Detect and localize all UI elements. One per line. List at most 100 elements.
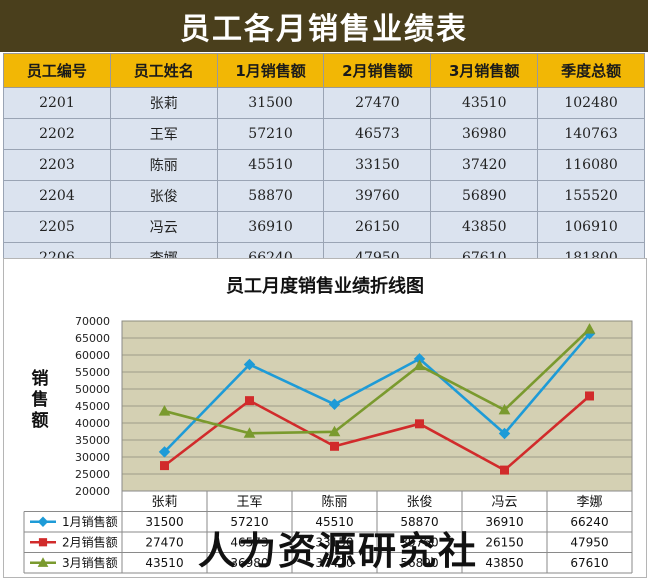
data-table-value: 36910 (485, 515, 523, 529)
data-table-value: 46573 (230, 535, 268, 549)
data-point (160, 461, 169, 471)
table-cell[interactable]: 26150 (323, 211, 432, 243)
data-table-value: 43510 (145, 556, 183, 570)
y-tick-label: 20000 (75, 485, 110, 498)
sheet-title-bar: 员工各月销售业绩表 (0, 0, 648, 52)
header-feb-sales[interactable]: 2月销售额 (323, 53, 432, 88)
data-table-value: 45510 (315, 515, 353, 529)
table-cell[interactable]: 39760 (323, 180, 432, 212)
table-cell[interactable]: 陈丽 (109, 149, 218, 181)
table-row: 2205 冯云 36910 26150 43850 106910 (3, 211, 645, 243)
data-point (328, 425, 341, 437)
legend-label: 3月销售额 (62, 555, 118, 570)
table-cell[interactable]: 155520 (537, 180, 645, 212)
table-cell[interactable]: 36910 (216, 211, 325, 243)
table-cell[interactable]: 102480 (537, 87, 645, 119)
sales-table: 员工编号 员工姓名 1月销售额 2月销售额 3月销售额 季度总额 2201 张莉… (3, 53, 645, 274)
table-cell[interactable]: 116080 (537, 149, 645, 181)
y-tick-label: 60000 (75, 349, 110, 362)
header-mar-sales[interactable]: 3月销售额 (430, 53, 539, 88)
line-chart-area[interactable]: 员工月度销售业绩折线图 20000 25000 30000 35000 40000 4500… (3, 258, 647, 578)
data-table-value: 47950 (570, 535, 608, 549)
y-tick-label: 30000 (75, 451, 110, 464)
table-cell[interactable]: 张莉 (109, 87, 218, 119)
y-tick-label: 25000 (75, 468, 110, 481)
table-cell[interactable]: 2204 (3, 180, 111, 212)
data-point (330, 441, 339, 451)
legend-marker (38, 538, 48, 547)
table-cell[interactable]: 45510 (216, 149, 325, 181)
table-row: 2201 张莉 31500 27470 43510 102480 (3, 87, 645, 119)
table-row: 2203 陈丽 45510 33150 37420 116080 (3, 149, 645, 181)
sheet-title: 员工各月销售业绩表 (180, 12, 468, 47)
data-point (583, 323, 596, 334)
table-cell[interactable]: 46573 (323, 118, 432, 150)
table-cell[interactable]: 2205 (3, 211, 111, 243)
data-point (158, 446, 171, 458)
table-cell[interactable]: 37420 (430, 149, 539, 181)
data-point (585, 391, 594, 401)
table-cell[interactable]: 2202 (3, 118, 111, 150)
data-table-value: 26150 (485, 535, 523, 549)
header-quarter-total[interactable]: 季度总额 (537, 53, 645, 88)
data-point (498, 427, 511, 440)
legend-marker (37, 516, 49, 527)
table-cell[interactable]: 106910 (537, 211, 645, 243)
y-tick-label: 35000 (75, 434, 110, 447)
data-table-value: 39760 (400, 535, 438, 549)
table-cell[interactable]: 58870 (216, 180, 325, 212)
y-tick-label: 45000 (75, 400, 110, 413)
data-table-value: 56890 (400, 556, 438, 570)
table-cell[interactable]: 2201 (3, 87, 111, 119)
data-point (158, 405, 171, 416)
data-point (500, 465, 509, 475)
x-tick-label: 张莉 (151, 495, 177, 510)
series-line (163, 394, 591, 472)
table-cell[interactable]: 张俊 (109, 180, 218, 212)
data-point (243, 427, 256, 438)
series-line (163, 332, 591, 453)
table-cell[interactable]: 43850 (430, 211, 539, 243)
chart-title: 员工月度销售业绩折线图 (226, 275, 424, 297)
table-cell[interactable]: 冯云 (109, 211, 218, 243)
table-cell[interactable]: 27470 (323, 87, 432, 119)
header-jan-sales[interactable]: 1月销售额 (216, 53, 325, 88)
data-table-value: 57210 (230, 515, 268, 529)
data-table-value: 33150 (315, 535, 353, 549)
data-table-value: 27470 (145, 535, 183, 549)
table-cell[interactable]: 33150 (323, 149, 432, 181)
x-tick-label: 李娜 (576, 495, 602, 510)
table-cell[interactable]: 36980 (430, 118, 539, 150)
y-axis-label: 销售额 (32, 368, 49, 431)
table-cell[interactable]: 140763 (537, 118, 645, 150)
legend-marker (37, 557, 49, 567)
data-table-value: 43850 (485, 556, 523, 570)
table-cell[interactable]: 王军 (109, 118, 218, 150)
header-employee-name[interactable]: 员工姓名 (109, 53, 218, 88)
x-tick-label: 张俊 (406, 495, 432, 510)
table-cell[interactable]: 56890 (430, 180, 539, 212)
data-point (245, 396, 254, 406)
data-table-value: 37420 (315, 556, 353, 570)
data-point (413, 359, 426, 371)
table-cell[interactable]: 57210 (216, 118, 325, 150)
table-cell[interactable]: 2203 (3, 149, 111, 181)
data-point (415, 419, 424, 429)
table-header-row: 员工编号 员工姓名 1月销售额 2月销售额 3月销售额 季度总额 (3, 53, 645, 88)
table-cell[interactable]: 31500 (216, 87, 325, 119)
x-tick-label: 陈丽 (321, 494, 347, 510)
legend-label: 1月销售额 (62, 514, 118, 529)
data-point (328, 398, 341, 410)
data-table-value: 66240 (570, 515, 608, 529)
y-tick-label: 40000 (75, 417, 110, 430)
line-chart: 员工月度销售业绩折线图 20000 25000 30000 35000 40000 4500… (23, 275, 633, 574)
table-cell[interactable]: 43510 (430, 87, 539, 119)
data-table-value: 36980 (230, 556, 268, 570)
header-employee-id[interactable]: 员工编号 (3, 53, 111, 88)
table-row: 2202 王军 57210 46573 36980 140763 (3, 118, 645, 150)
legend-label: 2月销售额 (62, 534, 118, 549)
x-tick-label: 冯云 (491, 495, 517, 510)
y-tick-label: 50000 (75, 383, 110, 396)
data-point (498, 403, 511, 415)
data-point (243, 358, 256, 371)
